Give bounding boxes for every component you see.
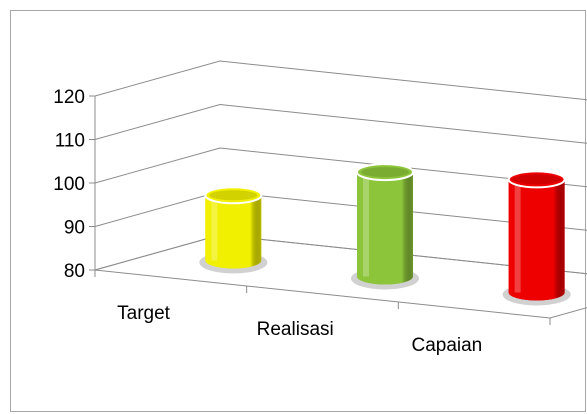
bar-highlight — [514, 179, 521, 293]
bar-highlight — [211, 195, 218, 261]
bar-cap — [507, 170, 566, 189]
bar-realisasi — [351, 163, 419, 290]
x-tick-label: Target — [117, 303, 171, 324]
chart-frame — [10, 10, 586, 412]
bar-shade — [205, 195, 262, 269]
bar-capaian — [502, 170, 571, 306]
bar-cap-inner — [512, 174, 561, 185]
y-tick-label: 100 — [53, 174, 85, 195]
gridline — [94, 60, 587, 101]
bar-cap-inner — [361, 167, 409, 178]
y-tick-label: 120 — [53, 87, 85, 108]
y-tick-label: 80 — [64, 261, 85, 282]
bar-target — [199, 186, 268, 274]
x-tick-label: Capaian — [411, 335, 482, 356]
bar-shade — [357, 172, 413, 285]
bar-shade — [508, 179, 565, 301]
bars-layer — [199, 163, 571, 306]
bar-cap — [356, 163, 414, 182]
bar-cap — [204, 186, 263, 205]
x-tick-label: Realisasi — [257, 319, 334, 340]
labels-layer: 80 90 100 110 120 Target Realisasi Capaian — [53, 87, 482, 356]
bar-cap-inner — [209, 190, 258, 201]
y-tick-label: 90 — [64, 218, 85, 239]
y-tick-label: 110 — [55, 131, 85, 152]
axis-layer — [89, 95, 551, 325]
gridline — [94, 103, 587, 144]
bar-highlight — [363, 172, 369, 277]
